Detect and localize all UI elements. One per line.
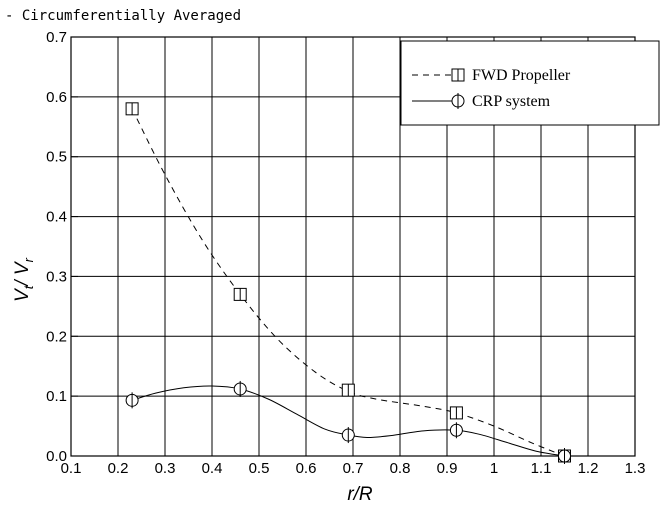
x-tick-label: 1.2 xyxy=(578,460,599,477)
x-tick-label: 0.1 xyxy=(61,460,82,477)
y-label-sub1: t xyxy=(21,284,36,289)
data-point xyxy=(125,102,139,116)
legend-marker xyxy=(451,93,465,109)
x-tick-label: 0.3 xyxy=(155,460,176,477)
legend-label: FWD Propeller xyxy=(472,67,571,84)
x-tick-label: 0.9 xyxy=(437,460,458,477)
y-tick-label: 0.2 xyxy=(46,328,67,345)
x-tick-label: 0.7 xyxy=(343,460,364,477)
y-label-sub2: r xyxy=(21,257,36,262)
series-line xyxy=(131,108,565,457)
data-point xyxy=(125,392,139,409)
x-tick-label: 0.2 xyxy=(108,460,129,477)
x-tick-label: 0.5 xyxy=(249,460,270,477)
x-tick-label: 0.8 xyxy=(390,460,411,477)
y-tick-label: 0.3 xyxy=(46,268,67,285)
data-point xyxy=(558,448,571,464)
x-tick-label: 0.6 xyxy=(296,460,317,477)
y-label-main: V xyxy=(12,287,33,302)
data-point xyxy=(233,287,247,301)
legend-box xyxy=(400,40,660,126)
y-tick-label: 0.4 xyxy=(46,209,67,226)
legend-marker xyxy=(451,68,465,82)
data-point xyxy=(449,422,463,439)
y-label-sep: / V xyxy=(12,260,33,288)
x-axis-ticks: 0.1 0.2 0.3 0.4 0.5 0.6 0.7 0.8 0.9 1 1.1 1.2 1.3 xyxy=(61,449,646,477)
y-tick-label: 0.7 xyxy=(46,29,67,46)
x-axis-label: r/R xyxy=(347,484,373,505)
chart-title: - Circumferentially Averaged xyxy=(5,8,241,24)
series-fwd-propeller xyxy=(125,102,571,463)
data-point xyxy=(449,406,463,420)
y-tick-label: 0.1 xyxy=(46,388,67,405)
series-crp-system xyxy=(125,380,571,464)
x-tick-label: 1 xyxy=(490,460,498,477)
data-point xyxy=(341,383,355,397)
series-layer xyxy=(125,102,571,464)
y-tick-label: 0.5 xyxy=(46,149,67,166)
legend-label: CRP system xyxy=(472,93,551,110)
x-tick-label: 0.4 xyxy=(202,460,223,477)
x-tick-label: 1.1 xyxy=(531,460,552,477)
data-point xyxy=(233,380,247,397)
data-point xyxy=(341,427,355,444)
y-tick-label: 0.6 xyxy=(46,89,67,106)
y-axis-ticks: 0.0 0.1 0.2 0.3 0.4 0.5 0.6 0.7 xyxy=(46,29,78,465)
y-tick-label: 0.0 xyxy=(46,448,67,465)
legend: FWD Propeller CRP system xyxy=(400,40,660,126)
x-tick-label: 1.3 xyxy=(625,460,646,477)
y-axis-label: Vt/ Vr xyxy=(12,257,36,302)
